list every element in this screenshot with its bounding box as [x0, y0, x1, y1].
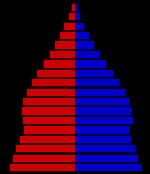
Bar — [75, 59, 106, 68]
Bar — [75, 3, 78, 11]
Bar — [15, 144, 75, 152]
Bar — [22, 97, 75, 105]
Bar — [75, 69, 113, 77]
Bar — [75, 22, 84, 30]
Bar — [75, 88, 124, 96]
Bar — [75, 135, 132, 143]
Bar — [26, 88, 75, 96]
Bar — [9, 163, 75, 171]
Bar — [31, 78, 75, 86]
Bar — [63, 22, 75, 30]
Bar — [21, 106, 75, 115]
Bar — [23, 125, 75, 133]
Bar — [75, 50, 100, 58]
Bar — [75, 97, 129, 105]
Bar — [75, 78, 119, 86]
Bar — [71, 3, 75, 11]
Bar — [12, 153, 75, 162]
Bar — [36, 69, 75, 77]
Bar — [54, 41, 75, 49]
Bar — [68, 12, 75, 21]
Bar — [19, 135, 75, 143]
Bar — [75, 163, 141, 171]
Bar — [75, 12, 80, 21]
Bar — [75, 144, 135, 152]
Bar — [42, 59, 75, 68]
Bar — [75, 31, 89, 39]
Bar — [49, 50, 75, 58]
Bar — [75, 116, 133, 124]
Bar — [75, 106, 132, 115]
Bar — [75, 125, 129, 133]
Bar — [75, 153, 138, 162]
Bar — [59, 31, 75, 39]
Bar — [22, 116, 75, 124]
Bar — [75, 41, 94, 49]
